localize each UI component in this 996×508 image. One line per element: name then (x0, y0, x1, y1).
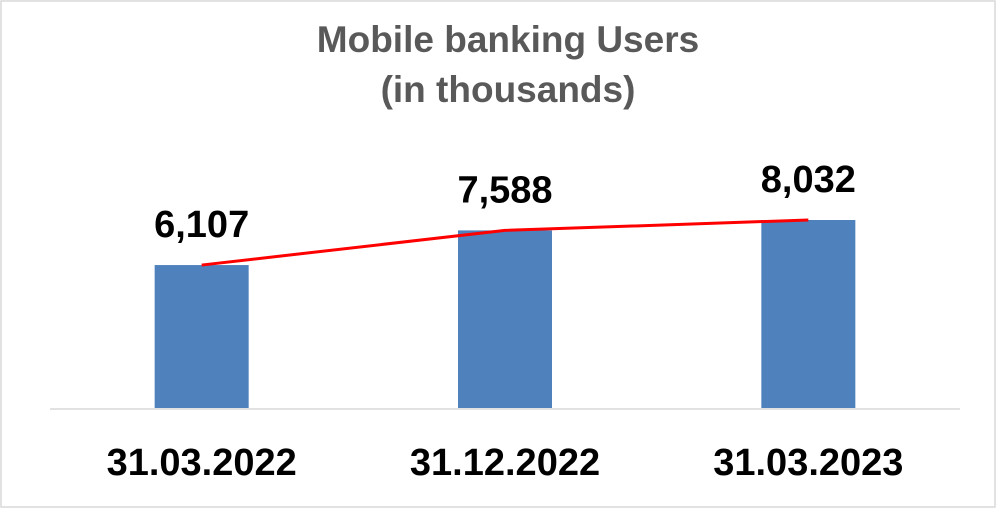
x-tick-label: 31.03.2022 (107, 442, 297, 484)
x-tick-label: 31.03.2023 (713, 442, 903, 484)
trend-line (201, 218, 809, 267)
bar (154, 265, 249, 408)
chart-title: Mobile banking Users (317, 19, 699, 60)
data-label: 7,588 (457, 169, 552, 211)
chart-title: (in thousands) (381, 69, 636, 110)
x-tick-label: 31.12.2022 (410, 442, 600, 484)
bar (458, 230, 552, 408)
data-label: 8,032 (761, 159, 856, 201)
bar (761, 220, 856, 408)
data-label: 6,107 (154, 204, 249, 246)
